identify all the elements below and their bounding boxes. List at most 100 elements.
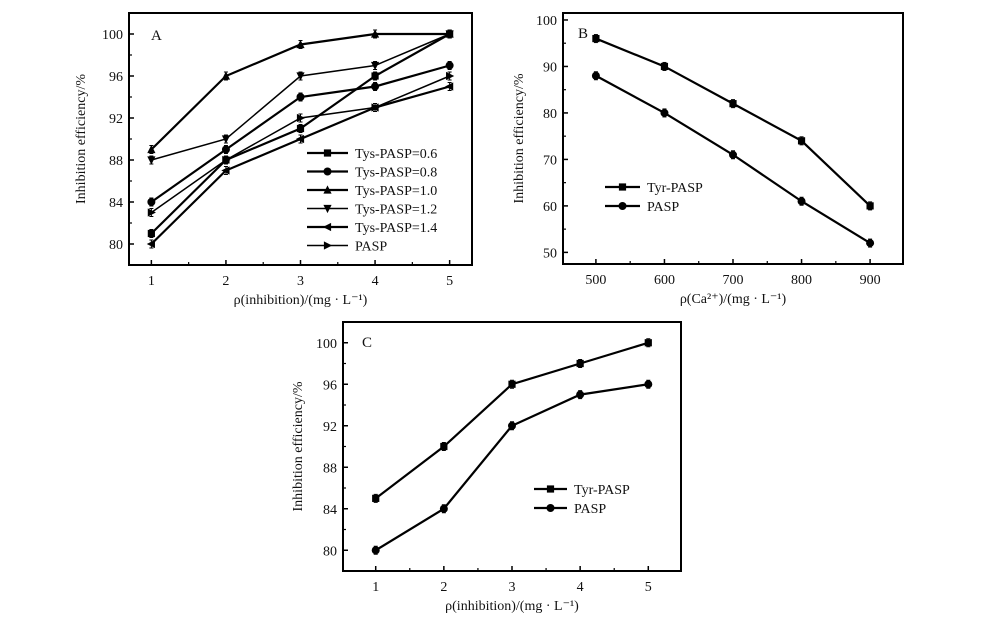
series-tyr-pasp bbox=[372, 338, 652, 503]
legend-label: Tyr-PASP bbox=[647, 181, 703, 196]
y-tick-label: 100 bbox=[316, 337, 337, 352]
legend-label: PASP bbox=[574, 502, 606, 517]
data-point bbox=[147, 156, 156, 165]
data-point bbox=[644, 339, 652, 347]
y-tick-label: 96 bbox=[323, 378, 337, 393]
legend-marker bbox=[546, 485, 555, 493]
chart-panel-b: 500 600 700 800 900 50 60 70 80 90 100 ρ(Ca²⁺)/(mg … bbox=[512, 12, 904, 307]
series-tys-pasp-0-8 bbox=[147, 61, 454, 207]
x-tick-label: 2 bbox=[440, 580, 447, 595]
legend-entry: PASP bbox=[534, 502, 606, 517]
data-point bbox=[866, 239, 875, 248]
legend-label: Tys-PASP=0.8 bbox=[355, 166, 437, 181]
data-point bbox=[576, 359, 584, 368]
x-tick-label: 700 bbox=[723, 273, 744, 288]
data-point bbox=[729, 100, 737, 108]
x-axis-label: ρ(inhibition)/(mg · L⁻¹) bbox=[234, 293, 368, 308]
y-axis-label: Inhibition efficiency/% bbox=[74, 74, 89, 204]
data-point bbox=[296, 93, 305, 101]
x-tick-label: 2 bbox=[222, 274, 229, 289]
data-point bbox=[371, 546, 380, 555]
legend-label: Tys-PASP=1.2 bbox=[355, 203, 437, 218]
panel-label: A bbox=[151, 28, 162, 44]
y-tick-label: 84 bbox=[109, 196, 123, 211]
legend-label: PASP bbox=[647, 200, 679, 215]
data-point bbox=[295, 134, 305, 144]
y-tick-label: 92 bbox=[323, 420, 337, 435]
data-point bbox=[296, 124, 305, 133]
legend-marker bbox=[323, 241, 333, 250]
legend-marker bbox=[618, 183, 627, 191]
data-point bbox=[147, 208, 156, 217]
x-tick-label: 900 bbox=[860, 273, 881, 288]
legend-entry: Tys-PASP=0.8 bbox=[307, 166, 437, 181]
series-line bbox=[375, 341, 649, 500]
y-tick-label: 92 bbox=[109, 112, 123, 127]
data-point bbox=[508, 421, 516, 430]
data-point bbox=[440, 442, 448, 451]
data-point bbox=[222, 155, 231, 165]
data-point bbox=[371, 72, 379, 80]
y-axis-label: Inhibition efficiency/% bbox=[512, 73, 527, 203]
data-point bbox=[147, 198, 156, 206]
x-tick-label: 500 bbox=[585, 273, 606, 288]
data-point bbox=[866, 202, 874, 210]
legend-entry: PASP bbox=[307, 240, 387, 255]
y-tick-label: 60 bbox=[543, 200, 557, 215]
data-point bbox=[592, 34, 600, 43]
y-tick-label: 80 bbox=[543, 107, 557, 122]
legend-entry: Tys-PASP=1.4 bbox=[307, 221, 437, 236]
legend-entry: PASP bbox=[605, 200, 679, 215]
series-line bbox=[595, 37, 871, 207]
legend-marker bbox=[323, 167, 332, 176]
y-tick-label: 100 bbox=[536, 14, 557, 29]
legend-entry: Tyr-PASP bbox=[605, 181, 703, 196]
legend-label: Tys-PASP=1.0 bbox=[355, 184, 437, 199]
legend-label: PASP bbox=[355, 240, 387, 255]
x-tick-label: 1 bbox=[148, 274, 155, 289]
legend-marker bbox=[322, 222, 332, 232]
data-point bbox=[221, 135, 231, 144]
data-point bbox=[445, 30, 454, 39]
series-pasp bbox=[371, 379, 653, 555]
legend-marker bbox=[618, 202, 627, 210]
panel-label: B bbox=[578, 26, 588, 42]
data-point bbox=[660, 62, 669, 71]
data-point bbox=[147, 144, 156, 154]
x-tick-label: 800 bbox=[791, 273, 812, 288]
legend-label: Tyr-PASP bbox=[574, 483, 630, 498]
y-tick-label: 84 bbox=[323, 503, 337, 518]
data-point bbox=[371, 82, 380, 91]
legend-entry: Tys-PASP=0.6 bbox=[307, 147, 437, 162]
y-tick-label: 90 bbox=[543, 60, 557, 75]
legend-entry: Tyr-PASP bbox=[534, 483, 630, 498]
legend-marker bbox=[546, 504, 555, 512]
series-tys-pasp-1-2 bbox=[147, 29, 454, 165]
legend-marker bbox=[323, 185, 332, 194]
legend-entry: Tys-PASP=1.2 bbox=[307, 203, 437, 218]
chart-panel-a: 1 2 3 4 5 80 84 88 92 96 100 ρ(inhibition)/(mg · L⁻… bbox=[74, 12, 473, 308]
x-axis-label: ρ(inhibition)/(mg · L⁻¹) bbox=[445, 599, 579, 614]
x-tick-label: 600 bbox=[654, 273, 675, 288]
y-tick-label: 88 bbox=[323, 461, 337, 476]
x-tick-label: 4 bbox=[372, 274, 379, 289]
series-tyr-pasp bbox=[592, 34, 874, 211]
data-point bbox=[445, 61, 454, 70]
series-pasp bbox=[591, 71, 875, 248]
x-tick-label: 1 bbox=[372, 580, 379, 595]
y-tick-label: 100 bbox=[102, 28, 123, 43]
panel-label: C bbox=[362, 335, 372, 351]
data-point bbox=[370, 29, 380, 38]
data-point bbox=[644, 380, 653, 389]
data-point bbox=[372, 494, 380, 502]
y-tick-label: 80 bbox=[109, 238, 123, 253]
data-point bbox=[508, 380, 516, 388]
data-point bbox=[296, 72, 305, 81]
data-point bbox=[370, 61, 380, 71]
legend-entry: Tys-PASP=1.0 bbox=[307, 184, 437, 199]
x-tick-label: 3 bbox=[297, 274, 304, 289]
plot-frame bbox=[342, 321, 682, 572]
data-point bbox=[439, 504, 448, 513]
data-point bbox=[591, 71, 600, 80]
